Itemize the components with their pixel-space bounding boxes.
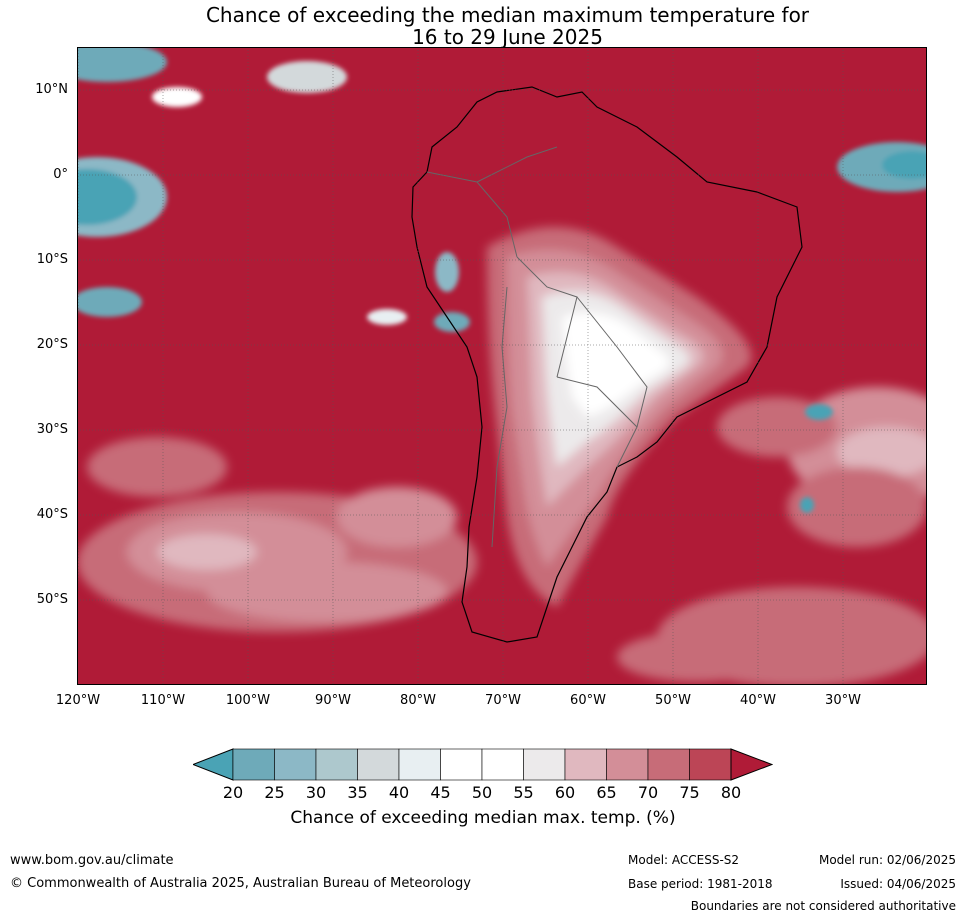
lon-label: 120°W (55, 693, 101, 708)
colorbar-tick: 45 (430, 783, 451, 802)
colorbar-tick: 55 (513, 783, 534, 802)
colorbar-graphic (191, 748, 774, 781)
lon-label: 60°W (570, 693, 606, 708)
lat-label: 20°S (36, 337, 68, 352)
colorbar-swatch (564, 748, 607, 781)
colorbar-swatch (481, 748, 524, 781)
map-frame (77, 47, 927, 685)
colorbar-tick: 65 (596, 783, 617, 802)
colorbar-swatch (606, 748, 649, 781)
lon-label: 40°W (740, 693, 776, 708)
colorbar-swatch (274, 748, 317, 781)
lon-label: 110°W (140, 693, 186, 708)
footer-copyright: © Commonwealth of Australia 2025, Austra… (10, 876, 471, 891)
continent-pattern (487, 227, 752, 607)
footer-model-run: Model run: 02/06/2025 (818, 853, 956, 867)
lon-label: 100°W (225, 693, 271, 708)
lon-label: 50°W (655, 693, 691, 708)
colorbar-tick: 40 (388, 783, 410, 802)
footer-base-period: Base period: 1981-2018 (628, 877, 773, 891)
southern-ocean-pattern (77, 387, 965, 687)
footer-disclaimer: Boundaries are not considered authoritat… (690, 899, 956, 913)
colorbar (191, 748, 774, 781)
colorbar-low-arrow (191, 748, 234, 781)
colorbar-swatch (647, 748, 690, 781)
lon-label: 30°W (825, 693, 861, 708)
colorbar-tick: 70 (637, 783, 659, 802)
footer-model: Model: ACCESS-S2 (628, 853, 740, 867)
colorbar-swatch (232, 748, 275, 781)
colorbar-tick: 20 (222, 783, 244, 802)
colorbar-swatch (689, 748, 732, 781)
map-title: Chance of exceeding the median maximum t… (0, 4, 965, 48)
colorbar-tick: 25 (264, 783, 285, 802)
colorbar-tick: 35 (347, 783, 368, 802)
lat-label: 10°N (35, 82, 68, 97)
title-line-1: Chance of exceeding the median maximum t… (205, 3, 810, 27)
lat-label: 30°S (36, 422, 68, 437)
lat-label: 0° (53, 167, 68, 182)
colorbar-tick: 50 (471, 783, 493, 802)
title-line-2: 16 to 29 June 2025 (412, 25, 603, 49)
colorbar-label: Chance of exceeding median max. temp. (%… (290, 808, 676, 828)
colorbar-tick: 80 (720, 783, 742, 802)
footer-url: www.bom.gov.au/climate (10, 853, 174, 868)
footer-issued: Issued: 04/06/2025 (840, 877, 956, 891)
lon-label: 70°W (485, 693, 521, 708)
map-canvas (27, 42, 965, 687)
lon-label: 80°W (400, 693, 436, 708)
colorbar-high-arrow (730, 748, 774, 781)
colorbar-tick: 75 (679, 783, 700, 802)
lat-label: 50°S (36, 592, 68, 607)
colorbar-tick: 30 (305, 783, 327, 802)
probability-map (27, 42, 965, 687)
colorbar-swatch (440, 748, 483, 781)
colorbar-swatch (357, 748, 400, 781)
colorbar-swatch (523, 748, 566, 781)
colorbar-swatch (398, 748, 441, 781)
country-borders (426, 146, 648, 548)
coastline (411, 86, 803, 643)
lat-label: 40°S (36, 507, 68, 522)
colorbar-swatch (315, 748, 358, 781)
colorbar-tick: 60 (554, 783, 576, 802)
lon-label: 90°W (315, 693, 351, 708)
lat-label: 10°S (36, 252, 68, 267)
